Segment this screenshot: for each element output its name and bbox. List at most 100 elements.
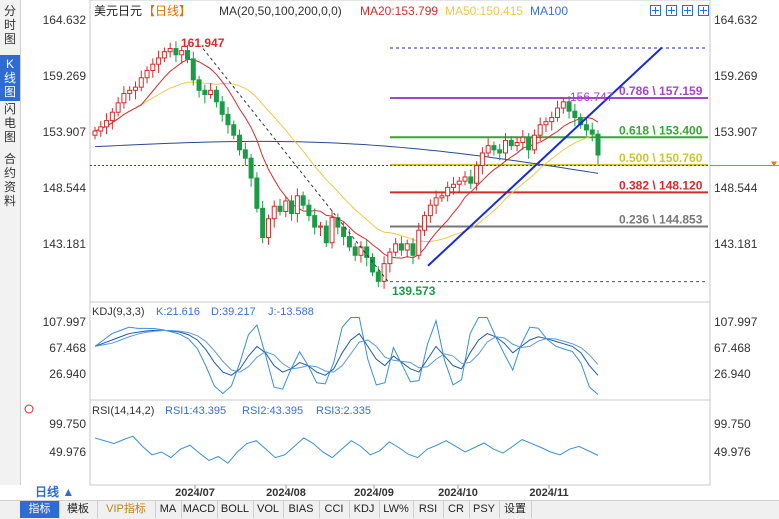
tab-2[interactable]: VIP指标 xyxy=(97,501,156,518)
candle-body xyxy=(156,57,162,65)
price-tick-right: 164.632 xyxy=(714,13,758,27)
candle-body xyxy=(445,186,451,197)
tab-9[interactable]: KDJ xyxy=(349,501,380,518)
price-chart[interactable]: 美元日元 【日线】 MA(20,50,100,200,0,0) MA20:153.79… xyxy=(0,0,779,500)
candle-body xyxy=(352,246,358,256)
ma20-label: MA20:153.799 xyxy=(360,4,438,18)
candle-body xyxy=(479,152,485,166)
price-tick-left: 148.544 xyxy=(43,181,87,195)
period-button[interactable]: 日线 ▲ xyxy=(35,484,74,499)
candle-body xyxy=(283,200,289,212)
candle-body xyxy=(317,225,323,228)
candle-body xyxy=(190,58,196,81)
candle-body xyxy=(173,48,179,56)
rsi-tick-left: 49.976 xyxy=(49,445,86,459)
kdj-tick-right: 107.997 xyxy=(714,315,758,329)
candle-body xyxy=(404,243,410,251)
chart-tool-icon-0[interactable] xyxy=(650,5,661,16)
candle-body xyxy=(462,176,468,182)
tab-7[interactable]: BIAS xyxy=(283,501,320,518)
candle-body xyxy=(208,89,214,95)
ma50-label: MA50:150.415 xyxy=(445,4,523,18)
chart-tool-icon-1[interactable] xyxy=(666,5,677,16)
tab-1[interactable]: 模板 xyxy=(59,501,98,518)
candle-body xyxy=(132,86,138,91)
fib-label-1: 0.618 \ 153.400 xyxy=(619,123,703,137)
candle-body xyxy=(549,116,555,123)
sidebar-item-3[interactable]: 合约资料 xyxy=(3,152,16,208)
candle-body xyxy=(595,133,601,156)
chart-tool-icon-2[interactable] xyxy=(682,5,693,16)
ma100-label: MA100 xyxy=(530,4,568,18)
kdj-tick-right: 67.468 xyxy=(714,341,751,355)
kdj-label: KDJ(9,3,3) xyxy=(92,306,145,318)
candle-body xyxy=(121,92,127,104)
price-tick-left: 164.632 xyxy=(43,13,87,27)
recent-high-annotation: 156.747 xyxy=(570,90,614,104)
candle-body xyxy=(497,149,503,154)
tab-0[interactable]: 指标 xyxy=(20,501,60,518)
candle-body xyxy=(474,164,480,184)
kdj-d: D:39.217 xyxy=(211,306,256,318)
kdj-tick-left: 67.468 xyxy=(49,341,86,355)
tab-6[interactable]: VOL xyxy=(253,501,284,518)
candle-body xyxy=(520,136,526,144)
indicator-tab-bar: 指标 模板 VIP指标 MA MACD BOLL VOL BIAS CCI KDJ LW% RSI CR… xyxy=(0,500,779,519)
ma-label: MA(20,50,100,200,0,0) xyxy=(219,4,342,18)
ma20-line xyxy=(94,58,599,259)
candle-body xyxy=(566,101,572,112)
candle-body xyxy=(219,101,225,115)
time-tick: 2024/08 xyxy=(266,487,306,499)
candle-body xyxy=(410,243,416,256)
price-tick-right: 148.544 xyxy=(714,181,758,195)
tab-10[interactable]: LW% xyxy=(379,501,414,518)
tab-11[interactable]: RSI xyxy=(413,501,444,518)
tab-5[interactable]: BOLL xyxy=(217,501,254,518)
candle-body xyxy=(104,120,110,128)
candle-body xyxy=(237,134,243,151)
candle-body xyxy=(92,130,98,136)
time-tick: 2024/11 xyxy=(529,487,568,499)
time-tick: 2024/10 xyxy=(438,487,478,499)
candle-body xyxy=(526,136,532,151)
candle-body xyxy=(555,107,561,118)
candle-body xyxy=(213,89,219,103)
candle-body xyxy=(422,215,428,231)
sidebar-item-0[interactable]: 分时图 xyxy=(3,4,16,46)
tab-12[interactable]: CR xyxy=(443,501,470,518)
price-tick-right: 143.181 xyxy=(714,237,758,251)
tab-8[interactable]: CCI xyxy=(319,501,350,518)
candle-body xyxy=(185,50,191,60)
settings-gear-icon xyxy=(24,404,34,414)
symbol-label: 美元日元 xyxy=(94,4,142,18)
uptrend-line xyxy=(427,46,663,267)
candle-body xyxy=(416,229,422,256)
candle-body xyxy=(491,145,497,151)
candle-body xyxy=(161,51,167,59)
candle-body xyxy=(398,243,404,251)
rsi-tick-left: 99.750 xyxy=(49,417,86,431)
candle-body xyxy=(260,207,266,239)
candle-body xyxy=(109,111,115,122)
period-label: 【日线】 xyxy=(143,4,191,18)
candle-body xyxy=(531,134,537,151)
tab-13[interactable]: PSY xyxy=(469,501,500,518)
candle-body xyxy=(456,180,462,185)
tab-4[interactable]: MACD xyxy=(181,501,218,518)
candle-body xyxy=(98,126,104,132)
tab-3[interactable]: MA xyxy=(155,501,182,518)
rsi-label: RSI(14,14,2) xyxy=(92,405,154,417)
tab-14[interactable]: 设置 xyxy=(499,501,532,518)
chart-tool-icon-3[interactable] xyxy=(698,5,709,16)
candle-body xyxy=(294,195,300,215)
candle-body xyxy=(514,142,520,147)
candle-body xyxy=(450,183,456,188)
fib-label-2: 0.500 \ 150.760 xyxy=(619,151,703,165)
price-tick-left: 143.181 xyxy=(43,237,87,251)
candle-body xyxy=(248,157,254,179)
ma100-line xyxy=(94,140,599,174)
sidebar-item-2[interactable]: 闪电图 xyxy=(3,102,16,144)
candle-body xyxy=(138,77,144,88)
